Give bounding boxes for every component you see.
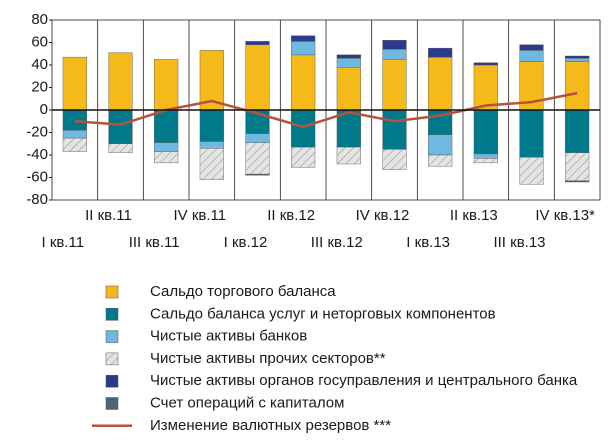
- bar-segment: [565, 109, 590, 153]
- bar-segment: [199, 148, 224, 180]
- bar-segment: [245, 142, 270, 175]
- bar-segment: [473, 62, 498, 66]
- line-series: [74, 91, 578, 129]
- bar-segment: [245, 41, 270, 45]
- bar-segment: [519, 44, 544, 51]
- bar-segment: [519, 157, 544, 185]
- bar-segment: [336, 67, 361, 111]
- y-tick-label: -20: [26, 123, 48, 140]
- bar-segment: [382, 49, 407, 60]
- legend-label: Чистые активы прочих секторов**: [150, 350, 386, 367]
- legend-label: Чистые активы органов госуправления и це…: [150, 372, 578, 389]
- bar-segment: [382, 149, 407, 170]
- bar-segment: [519, 50, 544, 62]
- legend-label: Счет операций с капиталом: [150, 394, 344, 411]
- bar-segment: [336, 54, 361, 59]
- legend-swatch: [105, 285, 119, 299]
- legend-swatch: [105, 374, 119, 388]
- bar-segment: [154, 142, 179, 152]
- y-tick-label: 40: [31, 56, 48, 73]
- legend-swatch: [105, 330, 119, 343]
- bar-segment: [108, 109, 133, 144]
- bar-segment: [473, 109, 498, 155]
- y-tick-label: 80: [31, 11, 48, 28]
- bar-segment: [108, 143, 133, 153]
- legend-label: Изменение валютных резервов ***: [150, 417, 391, 434]
- legend-label: Чистые активы банков: [150, 328, 307, 345]
- legend-label: Сальдо баланса услуг и неторговых компон…: [150, 305, 496, 322]
- y-tick-label: -80: [26, 191, 48, 208]
- bar-segment: [62, 137, 87, 152]
- bar-segment: [336, 146, 361, 165]
- bar-segment: [473, 158, 498, 164]
- x-tick-label: I кв.12: [224, 234, 268, 251]
- bar-segment: [245, 173, 270, 176]
- x-tick-label: I кв.11: [42, 234, 85, 251]
- x-tick-label: III кв.12: [311, 234, 363, 251]
- bar-segment: [291, 146, 316, 168]
- bar-segment: [62, 130, 87, 139]
- bar-segment: [291, 35, 316, 42]
- legend-label: Сальдо торгового баланса: [150, 283, 336, 300]
- bar-segment: [62, 109, 87, 131]
- x-tick-label: II кв.12: [267, 207, 315, 224]
- bar-segment: [428, 47, 453, 58]
- x-tick-label: II кв.11: [85, 207, 132, 224]
- x-tick-label: I кв.13: [406, 234, 450, 251]
- y-tick-label: 20: [31, 78, 48, 95]
- bar-segment: [291, 54, 316, 111]
- bar-segment: [382, 109, 407, 150]
- bar-segment: [565, 58, 590, 62]
- legend-swatch: [105, 308, 119, 321]
- bar-segment: [428, 154, 453, 167]
- bar-segment: [473, 153, 498, 159]
- legend-swatch: [105, 397, 119, 410]
- y-tick-label: 60: [31, 33, 48, 50]
- bar-segment: [565, 61, 590, 111]
- bar-segment: [428, 56, 453, 111]
- bar-segment: [428, 134, 453, 156]
- bar-segment: [565, 180, 590, 183]
- bar-segment: [245, 44, 270, 111]
- y-tick-label: -60: [26, 168, 48, 185]
- bar-segment: [62, 56, 87, 111]
- bar-segment: [565, 152, 590, 182]
- y-tick-label: 0: [40, 101, 48, 118]
- bar-segment: [336, 58, 361, 68]
- bar-segment: [519, 109, 544, 158]
- legend-swatch: [105, 352, 119, 366]
- bar-segment: [382, 59, 407, 111]
- x-tick-label: IV кв.12: [356, 207, 410, 224]
- x-tick-label: III кв.11: [129, 234, 180, 251]
- bar-segment: [108, 52, 133, 111]
- bar-segment: [565, 55, 590, 59]
- bar-segment: [291, 109, 316, 148]
- bar-segment: [199, 109, 224, 142]
- bar-segment: [245, 133, 270, 143]
- x-tick-label: IV кв.13*: [535, 207, 595, 224]
- bar-segment: [382, 40, 407, 50]
- x-tick-label: IV кв.11: [174, 207, 227, 224]
- y-tick-label: -40: [26, 146, 48, 163]
- bar-segment: [154, 59, 179, 111]
- bar-segment: [154, 151, 179, 164]
- x-tick-label: II кв.13: [450, 207, 498, 224]
- bar-segment: [199, 141, 224, 149]
- x-tick-label: III кв.13: [493, 234, 545, 251]
- bar-segment: [473, 64, 498, 111]
- bar-segment: [291, 41, 316, 56]
- bar-segment: [154, 109, 179, 143]
